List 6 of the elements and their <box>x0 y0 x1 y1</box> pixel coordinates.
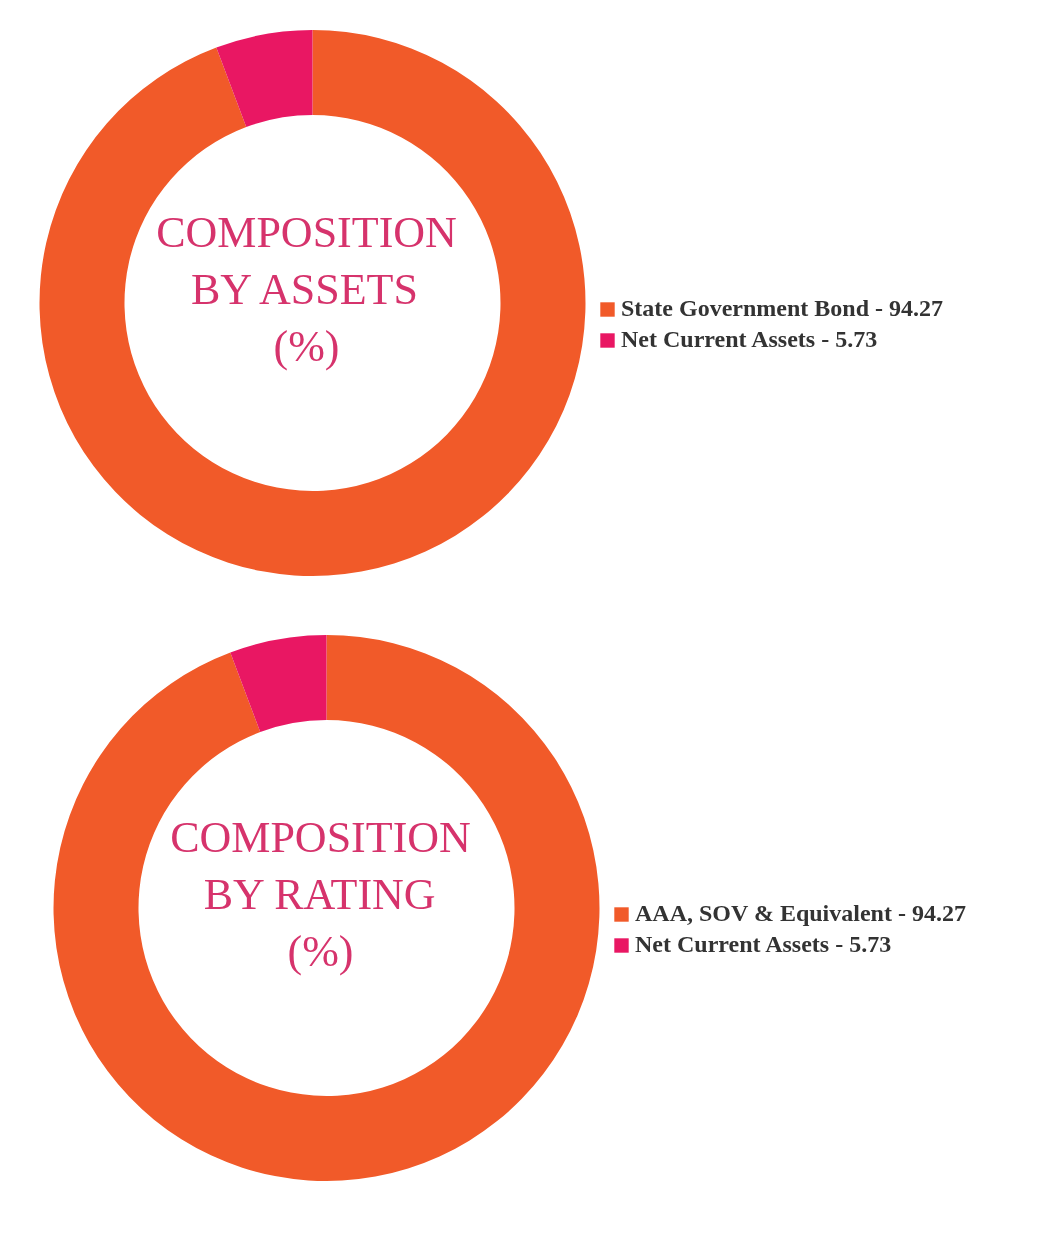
legend-label: AAA, SOV & Equivalent - 94.27 <box>635 900 966 927</box>
legend-label: State Government Bond - 94.27 <box>621 295 943 322</box>
legend-label: Net Current Assets - 5.73 <box>621 326 878 353</box>
text: COMPOSITION BY ASSETS (%) <box>156 207 457 371</box>
legend-label: Net Current Assets - 5.73 <box>635 931 892 958</box>
text: COMPOSITION BY RATING (%) <box>170 812 471 976</box>
